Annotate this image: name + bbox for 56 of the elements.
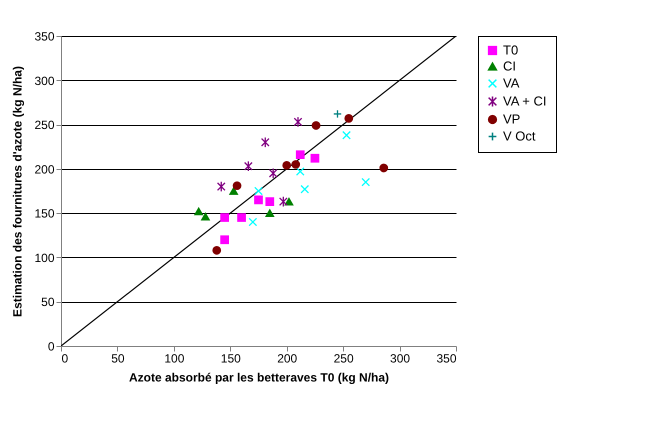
point <box>265 197 274 206</box>
y-tick-label: 250 <box>34 118 55 132</box>
point <box>212 246 222 255</box>
x-axis-title: Azote absorbé par les betteraves T0 (kg N/ha) <box>128 370 390 384</box>
x-tick-label: 0 <box>62 352 68 366</box>
point <box>342 130 351 140</box>
x-tick-label: 250 <box>334 352 354 366</box>
y-tick-label: 350 <box>34 30 55 44</box>
point <box>379 164 388 172</box>
point <box>296 167 305 176</box>
y-tick-label: 300 <box>34 74 55 88</box>
point <box>232 181 242 190</box>
point <box>312 121 320 130</box>
point <box>254 196 263 204</box>
y-tick-label: 150 <box>34 206 55 221</box>
point <box>310 154 320 163</box>
y-axis-title: Estimation des fournitures d'azote (kg N/ha) <box>10 66 24 317</box>
point <box>268 168 278 179</box>
y-tick-label: 0 <box>48 340 55 354</box>
point <box>201 212 210 221</box>
x-tick-label: 50 <box>111 352 125 366</box>
point <box>229 187 238 195</box>
x-tick-label: 100 <box>164 352 185 366</box>
point <box>220 235 229 244</box>
point <box>254 186 263 196</box>
point <box>282 160 292 170</box>
point <box>344 114 354 123</box>
point <box>265 209 274 218</box>
point <box>194 208 204 216</box>
point <box>278 196 288 208</box>
point <box>216 181 226 192</box>
x-tick-label: 300 <box>390 352 410 366</box>
point <box>333 110 342 118</box>
legend-label: V Oct <box>503 128 536 144</box>
x-tick-label: 150 <box>220 352 242 366</box>
point <box>260 136 270 148</box>
point <box>244 160 253 172</box>
legend-label: T0 <box>503 42 518 58</box>
point <box>300 184 310 194</box>
point <box>220 213 229 222</box>
point <box>294 116 302 128</box>
point <box>296 150 305 160</box>
point <box>361 178 370 186</box>
point <box>291 160 300 169</box>
y-tick-label: 200 <box>34 162 55 176</box>
legend-label: CI <box>503 58 516 74</box>
point <box>248 218 258 226</box>
y-tick-label: 50 <box>41 295 55 310</box>
x-tick-label: 350 <box>436 352 457 366</box>
x-tick-label: 200 <box>277 352 298 366</box>
point <box>284 198 294 206</box>
y-tick-label: 100 <box>34 250 55 265</box>
legend-label: VA <box>503 76 520 90</box>
point <box>237 213 246 222</box>
legend-label: VP <box>503 112 520 126</box>
legend-label: VA + CI <box>503 94 546 108</box>
